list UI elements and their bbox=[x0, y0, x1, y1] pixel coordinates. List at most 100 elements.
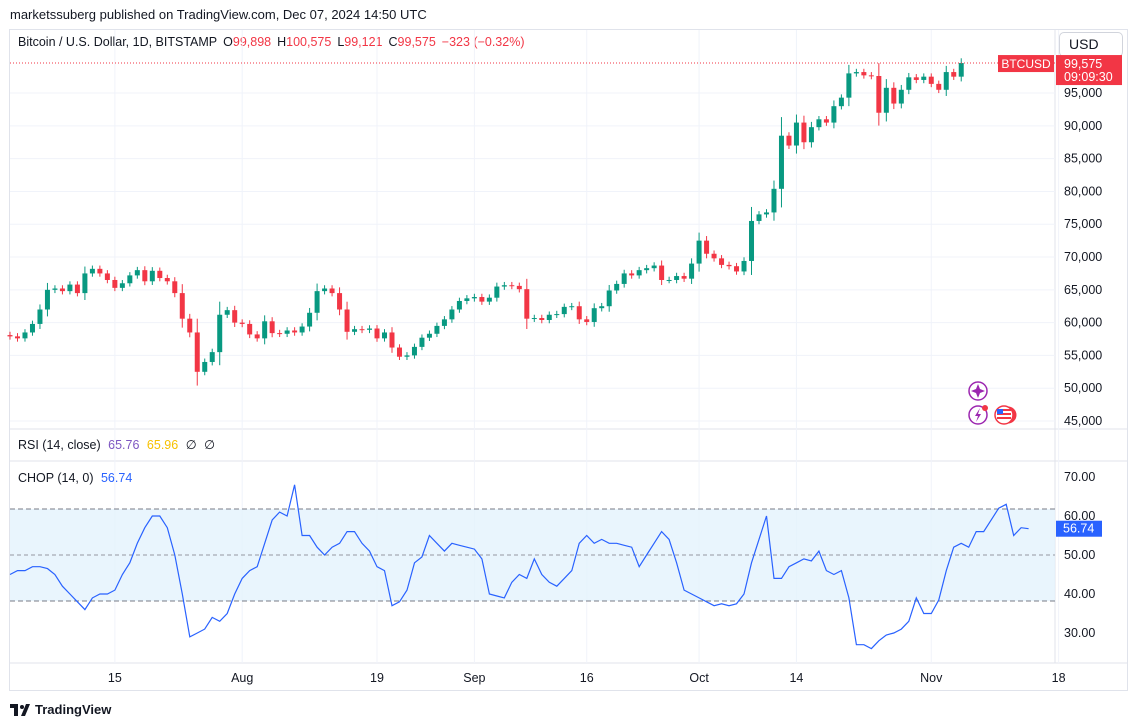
candle-body bbox=[374, 328, 380, 339]
price-tag bbox=[1056, 55, 1122, 86]
price-tick-label: 90,000 bbox=[1064, 119, 1102, 133]
candle-body bbox=[554, 314, 560, 316]
candle-body bbox=[134, 270, 140, 276]
candle-body bbox=[494, 286, 500, 298]
rsi-label: RSI (14, close) bbox=[18, 438, 101, 452]
candle-body bbox=[464, 298, 470, 301]
price-tick-label: 75,000 bbox=[1064, 217, 1102, 231]
price-tick-label: 60,000 bbox=[1064, 316, 1102, 330]
candle-body bbox=[689, 263, 695, 279]
chart-frame bbox=[9, 29, 1128, 691]
candle-body bbox=[187, 318, 193, 333]
candle-body bbox=[951, 72, 957, 77]
candle-body bbox=[194, 332, 200, 372]
lightning-event-icon[interactable] bbox=[968, 405, 988, 425]
candle-body bbox=[382, 332, 387, 339]
candle-body bbox=[479, 297, 485, 302]
tradingview-brand: TradingView bbox=[35, 702, 112, 717]
candle-body bbox=[876, 76, 882, 113]
candle-body bbox=[471, 297, 477, 299]
candle-body bbox=[906, 77, 912, 90]
chop-tag bbox=[1056, 520, 1102, 537]
candle-body bbox=[816, 119, 822, 128]
candle-body bbox=[456, 300, 462, 310]
candle-body bbox=[239, 322, 245, 324]
candle-body bbox=[644, 268, 650, 271]
chop-tick-label: 50.00 bbox=[1064, 548, 1095, 562]
candle-body bbox=[696, 240, 702, 264]
candle-body bbox=[292, 330, 298, 333]
candle-body bbox=[891, 87, 897, 104]
axis-layer: 45,000 50,000 55,000 60,000 65,000 70,000 75,0… bbox=[108, 86, 1102, 685]
candle-body bbox=[771, 188, 777, 213]
symbol-label[interactable]: Bitcoin / U.S. Dollar, 1D, BITSTAMP bbox=[18, 35, 218, 49]
price-tick-label: 80,000 bbox=[1064, 184, 1102, 198]
candle-body bbox=[681, 276, 687, 279]
candle-body bbox=[119, 283, 125, 288]
high-label: H bbox=[277, 35, 287, 49]
candle-body bbox=[352, 329, 358, 332]
us-flag-event-icon[interactable] bbox=[994, 405, 1018, 425]
time-tick-label: 14 bbox=[789, 671, 803, 685]
candle-body bbox=[546, 314, 552, 320]
candle-body bbox=[778, 135, 784, 189]
candle-body bbox=[37, 309, 43, 324]
candle-body bbox=[127, 275, 133, 284]
candle-body bbox=[749, 220, 755, 261]
price-tick-label: 85,000 bbox=[1064, 152, 1102, 166]
candle-body bbox=[359, 329, 365, 331]
price-tick-label: 65,000 bbox=[1064, 283, 1102, 297]
candle-body bbox=[756, 214, 762, 221]
price-tag-text: 99,575 bbox=[1064, 57, 1102, 71]
rsi-ma-value: 65.96 bbox=[146, 438, 179, 452]
candle-body bbox=[561, 306, 567, 315]
overlay-layer: BTCUSD 99,575 09:09:30 56.74 bbox=[968, 55, 1122, 537]
rsi-legend[interactable]: RSI (14, close) 65.76 65.96 ∅ ∅ bbox=[18, 437, 215, 452]
candle-body bbox=[104, 273, 110, 280]
candle-body bbox=[389, 332, 395, 348]
candle-body bbox=[786, 135, 792, 146]
candle-body bbox=[936, 83, 942, 90]
chop-tick-label: 70.00 bbox=[1064, 470, 1095, 484]
candle-body bbox=[314, 291, 320, 313]
chop-legend[interactable]: CHOP (14, 0) 56.74 bbox=[18, 471, 132, 485]
candle-body bbox=[726, 264, 732, 267]
candle-body bbox=[419, 337, 425, 347]
candle-body bbox=[629, 273, 635, 276]
star-event-icon[interactable] bbox=[968, 381, 988, 401]
candle-body bbox=[524, 289, 530, 319]
candle-body bbox=[531, 318, 537, 320]
candle-body bbox=[217, 314, 223, 353]
chop-label: CHOP (14, 0) bbox=[18, 471, 94, 485]
candle-body bbox=[659, 265, 665, 280]
candle-body bbox=[404, 355, 410, 357]
candle-body bbox=[209, 352, 215, 362]
candle-body bbox=[734, 266, 740, 272]
candle-body bbox=[254, 334, 260, 339]
candle-body bbox=[883, 87, 889, 113]
candle-body bbox=[322, 288, 328, 292]
candle-body bbox=[516, 285, 522, 290]
candle-body bbox=[704, 240, 710, 254]
time-tick-label: Aug bbox=[231, 671, 253, 685]
candle-body bbox=[329, 288, 335, 294]
publisher-line: marketssuberg published on TradingView.c… bbox=[10, 7, 427, 22]
candle-body bbox=[943, 72, 949, 90]
time-tick-label: Nov bbox=[920, 671, 943, 685]
tradingview-logo[interactable]: TradingView bbox=[10, 702, 111, 717]
price-tick-label: 45,000 bbox=[1064, 414, 1102, 428]
candle-body bbox=[808, 127, 814, 143]
candle-body bbox=[569, 306, 575, 308]
candle-body bbox=[262, 321, 268, 339]
candle-body bbox=[501, 285, 507, 287]
candle-body bbox=[277, 333, 283, 335]
candle-body bbox=[164, 278, 170, 282]
candle-body bbox=[44, 289, 50, 310]
candle-body bbox=[449, 309, 455, 320]
candle-body bbox=[29, 323, 35, 333]
candle-body bbox=[232, 310, 238, 323]
time-tick-label: 18 bbox=[1052, 671, 1066, 685]
candle-body bbox=[793, 122, 799, 146]
candle-body bbox=[674, 276, 680, 280]
